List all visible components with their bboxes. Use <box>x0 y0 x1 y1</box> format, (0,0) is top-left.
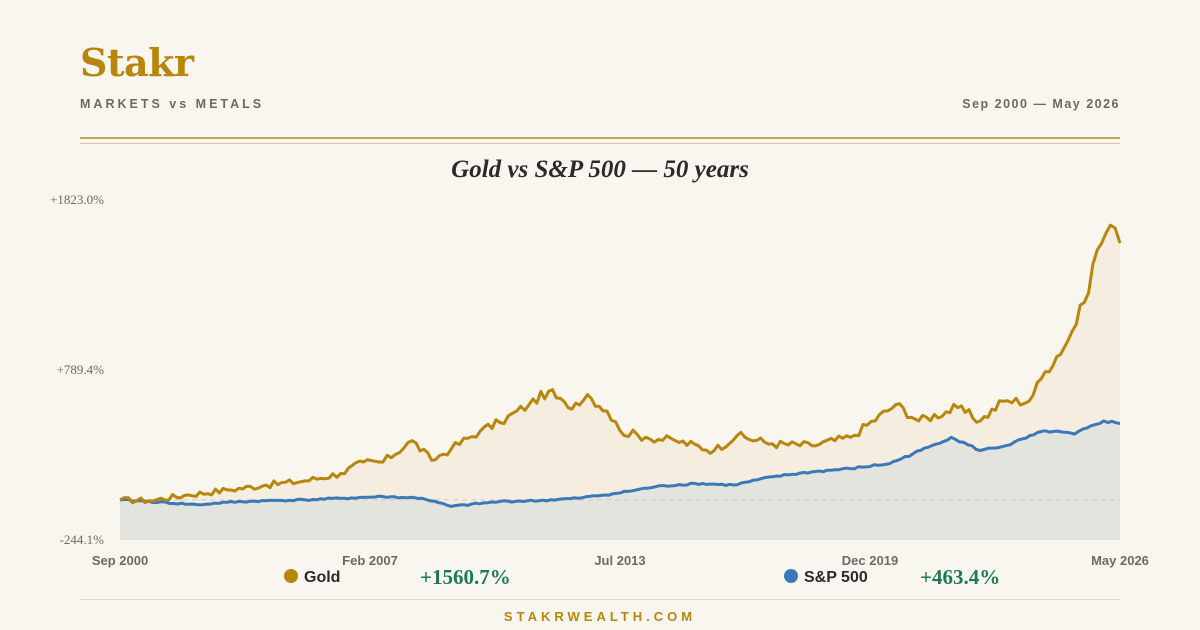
brand-logo: Stakr <box>80 40 194 85</box>
legend-item-gold: Gold <box>284 569 340 587</box>
header-divider-thin <box>80 143 1120 144</box>
footer-divider <box>80 599 1120 600</box>
x-tick-label: Jul 2013 <box>594 553 645 568</box>
x-tick-label: Feb 2007 <box>342 553 398 568</box>
sp500-line <box>119 419 1121 508</box>
footer-site: STAKRWEALTH.COM <box>503 609 697 624</box>
y-tick-label: +1823.0% <box>50 192 104 207</box>
y-tick-label: -244.1% <box>60 532 105 547</box>
subtitle: MARKETS vs METALS <box>80 97 265 111</box>
header-divider <box>80 137 1120 139</box>
legend-sp500-dot <box>784 569 798 583</box>
legend-item-sp500: S&P 500 <box>784 569 868 587</box>
legend-gold-dot <box>284 569 298 583</box>
chart-title: Gold vs S&P 500 — 50 years <box>451 156 749 183</box>
x-tick-label: Dec 2019 <box>842 553 898 568</box>
x-tick-label: May 2026 <box>1091 553 1149 568</box>
x-tick-label: Sep 2000 <box>92 553 148 568</box>
legend-sp500-label: S&P 500 <box>804 569 868 586</box>
gold-change-value: +1560.7% <box>420 565 511 589</box>
y-tick-label: +789.4% <box>57 362 105 377</box>
sp500-change-value: +463.4% <box>920 565 1001 589</box>
date-range: Sep 2000 — May 2026 <box>962 97 1120 111</box>
sp500-area <box>120 420 1120 540</box>
legend-gold-label: Gold <box>304 569 341 586</box>
gold-line <box>119 223 1122 505</box>
